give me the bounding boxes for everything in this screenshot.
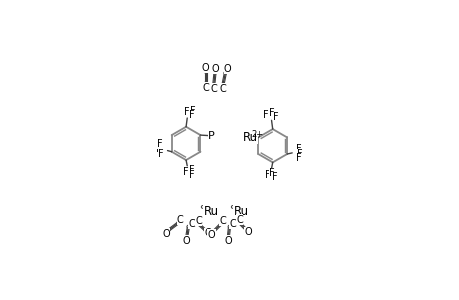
Circle shape — [187, 225, 190, 228]
Text: F: F — [182, 167, 188, 177]
Text: F: F — [269, 168, 274, 178]
Circle shape — [204, 70, 207, 73]
Circle shape — [204, 82, 207, 85]
Text: O: O — [224, 236, 232, 246]
Text: O: O — [202, 63, 209, 73]
Text: C: C — [219, 216, 225, 226]
Circle shape — [211, 133, 213, 135]
Text: F: F — [296, 153, 301, 163]
Text: P: P — [207, 131, 214, 141]
Text: F: F — [188, 170, 194, 180]
Circle shape — [224, 72, 226, 74]
Text: F: F — [263, 110, 268, 120]
Text: O: O — [204, 228, 212, 238]
Text: F: F — [189, 106, 195, 116]
Text: Ru: Ru — [242, 131, 257, 144]
Text: F: F — [269, 108, 274, 118]
Text: O: O — [207, 230, 215, 240]
Text: F: F — [271, 172, 276, 182]
Text: C: C — [236, 214, 242, 225]
Text: F: F — [297, 149, 302, 159]
Circle shape — [219, 223, 222, 226]
Text: O: O — [244, 227, 252, 237]
Circle shape — [213, 72, 216, 74]
Circle shape — [212, 83, 215, 86]
Circle shape — [176, 222, 179, 224]
Circle shape — [185, 236, 188, 238]
Text: C: C — [177, 214, 183, 225]
Text: 2+: 2+ — [251, 130, 263, 140]
Circle shape — [167, 229, 170, 231]
Text: C: C — [210, 84, 217, 94]
Text: F: F — [273, 112, 278, 122]
Circle shape — [221, 83, 224, 86]
Text: O: O — [224, 64, 231, 74]
Text: O: O — [162, 229, 169, 238]
Text: F: F — [157, 149, 163, 159]
Text: O: O — [211, 64, 218, 74]
Text: C: C — [188, 219, 195, 229]
Text: F: F — [189, 165, 194, 176]
Text: F: F — [183, 107, 189, 117]
Text: F: F — [189, 110, 194, 120]
Circle shape — [201, 206, 204, 208]
Circle shape — [228, 225, 230, 228]
Circle shape — [243, 134, 246, 136]
Text: C: C — [219, 84, 226, 94]
Text: C: C — [202, 82, 209, 92]
Text: Ru: Ru — [233, 205, 248, 218]
Circle shape — [231, 206, 234, 208]
Circle shape — [244, 228, 247, 231]
Circle shape — [212, 230, 215, 232]
Text: F: F — [295, 144, 301, 154]
Text: F: F — [156, 144, 161, 154]
Text: F: F — [156, 139, 162, 148]
Text: O: O — [183, 236, 190, 246]
Text: P: P — [243, 133, 250, 143]
Text: Ru: Ru — [203, 205, 218, 218]
Text: F: F — [264, 169, 269, 180]
Circle shape — [203, 229, 206, 231]
Text: C: C — [229, 219, 236, 229]
Circle shape — [197, 223, 200, 226]
Text: C: C — [195, 216, 202, 226]
Circle shape — [226, 236, 229, 238]
Circle shape — [238, 222, 241, 224]
